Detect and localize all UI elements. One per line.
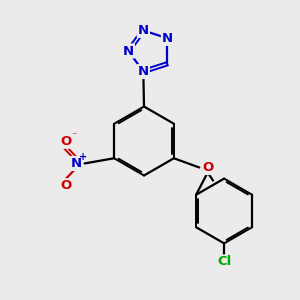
Text: N: N — [123, 44, 134, 58]
Text: N: N — [70, 157, 82, 170]
Text: N: N — [138, 65, 149, 78]
Text: O: O — [60, 135, 71, 148]
Text: O: O — [60, 179, 71, 192]
Text: N: N — [162, 32, 173, 45]
Text: O: O — [202, 161, 213, 174]
Text: ⁻: ⁻ — [71, 131, 76, 142]
Text: Cl: Cl — [217, 256, 231, 268]
Text: +: + — [79, 152, 87, 162]
Text: N: N — [138, 24, 149, 37]
